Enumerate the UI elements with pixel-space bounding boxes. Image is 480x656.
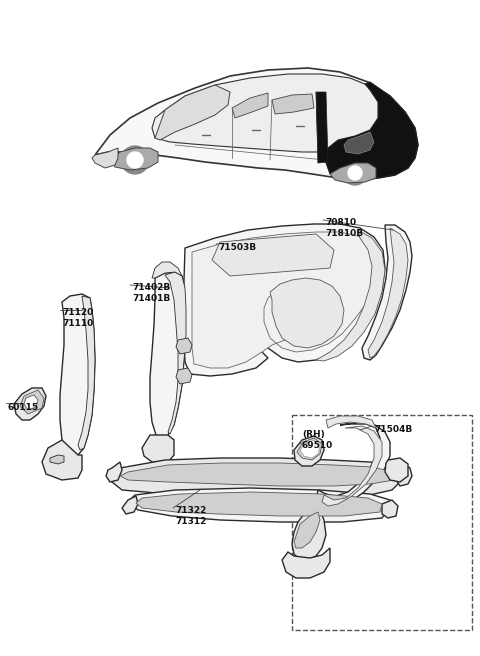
Text: (RH): (RH) (302, 430, 325, 439)
Polygon shape (382, 500, 398, 518)
Polygon shape (316, 92, 328, 163)
Text: 71810B: 71810B (325, 229, 363, 238)
Polygon shape (78, 296, 95, 450)
Polygon shape (60, 294, 95, 455)
Text: 60115: 60115 (8, 403, 39, 412)
Polygon shape (152, 74, 398, 152)
Polygon shape (344, 132, 374, 154)
Polygon shape (152, 262, 182, 278)
Polygon shape (122, 496, 138, 514)
Text: 71312: 71312 (175, 517, 206, 526)
Polygon shape (184, 224, 385, 376)
Circle shape (127, 152, 143, 168)
Polygon shape (24, 395, 38, 410)
Text: 71322: 71322 (175, 506, 206, 515)
Polygon shape (292, 500, 326, 560)
Text: 71110: 71110 (62, 319, 93, 328)
Polygon shape (300, 440, 320, 458)
Polygon shape (150, 272, 186, 438)
Polygon shape (368, 228, 408, 358)
Polygon shape (176, 368, 192, 384)
Polygon shape (14, 388, 46, 420)
Text: 71503B: 71503B (218, 243, 256, 252)
Bar (292, 415, 472, 630)
Polygon shape (176, 338, 192, 354)
Text: 71120: 71120 (62, 308, 93, 317)
Polygon shape (95, 68, 418, 180)
Polygon shape (325, 82, 418, 180)
Polygon shape (297, 438, 322, 460)
Text: 71401B: 71401B (132, 294, 170, 303)
Polygon shape (165, 272, 186, 434)
Polygon shape (294, 436, 324, 466)
Polygon shape (322, 426, 382, 506)
Polygon shape (232, 93, 268, 118)
Circle shape (121, 146, 149, 174)
Polygon shape (110, 148, 158, 170)
Polygon shape (155, 85, 230, 140)
Polygon shape (330, 163, 376, 183)
Polygon shape (212, 234, 334, 276)
Polygon shape (42, 440, 82, 480)
Text: 70810: 70810 (325, 218, 356, 227)
Polygon shape (396, 464, 412, 486)
Text: 69510: 69510 (302, 441, 333, 450)
Text: 71504B: 71504B (374, 425, 412, 434)
Circle shape (348, 166, 362, 180)
Circle shape (343, 161, 367, 185)
Polygon shape (120, 463, 394, 486)
Polygon shape (20, 390, 44, 414)
Polygon shape (112, 458, 400, 498)
Polygon shape (385, 458, 408, 482)
Polygon shape (316, 422, 390, 510)
Polygon shape (136, 492, 382, 516)
Polygon shape (50, 455, 64, 464)
Polygon shape (272, 94, 314, 114)
Polygon shape (106, 462, 122, 482)
Polygon shape (270, 278, 344, 348)
Polygon shape (192, 232, 378, 368)
Polygon shape (326, 416, 376, 428)
Text: 71402B: 71402B (132, 283, 170, 292)
Polygon shape (92, 148, 118, 168)
Polygon shape (128, 488, 390, 522)
Polygon shape (362, 225, 412, 360)
Polygon shape (294, 512, 320, 548)
Polygon shape (282, 548, 330, 578)
Polygon shape (142, 435, 174, 462)
Polygon shape (316, 230, 385, 361)
